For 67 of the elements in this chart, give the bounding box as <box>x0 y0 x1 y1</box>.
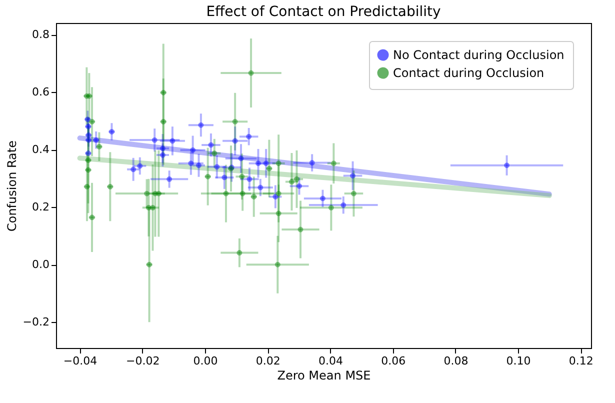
point <box>309 160 315 166</box>
point <box>208 142 214 148</box>
point <box>255 160 261 166</box>
x-tick-label: 0.08 <box>444 354 468 368</box>
point <box>170 138 176 144</box>
point <box>196 162 202 168</box>
x-tick-label: 0.02 <box>256 354 280 368</box>
y-axis-title: Confusion Rate <box>4 140 19 232</box>
x-tick-label: 0.00 <box>193 354 218 368</box>
x-tick-label: 0.10 <box>506 354 531 368</box>
point <box>240 190 246 196</box>
point <box>246 176 252 182</box>
x-tick-label: 0.04 <box>318 354 343 368</box>
point <box>246 134 252 140</box>
point <box>198 122 204 128</box>
point <box>152 137 158 143</box>
point <box>263 160 269 166</box>
point <box>328 204 334 210</box>
point <box>188 160 194 166</box>
point <box>258 184 264 190</box>
point <box>144 190 150 196</box>
point <box>298 226 304 232</box>
point <box>160 146 166 152</box>
point <box>294 176 300 182</box>
point <box>160 152 166 158</box>
point <box>276 190 282 196</box>
point <box>223 190 229 196</box>
x-tick-label: 0.06 <box>381 354 406 368</box>
x-tick-label: −0.04 <box>63 354 98 368</box>
point <box>214 164 220 170</box>
point <box>236 250 242 256</box>
point <box>190 147 196 153</box>
point <box>238 156 244 162</box>
point <box>130 166 136 172</box>
point <box>350 172 356 178</box>
y-tick-label: 0.2 <box>32 200 50 214</box>
point <box>288 179 294 184</box>
point <box>276 210 282 216</box>
point <box>504 162 510 168</box>
point <box>166 176 172 182</box>
point <box>340 202 346 208</box>
legend-label: No Contact during Occlusion <box>393 48 564 62</box>
legend-label: Contact during Occlusion <box>393 66 544 80</box>
point <box>137 163 143 169</box>
y-tick-label: 0.8 <box>32 28 50 42</box>
point <box>248 70 254 76</box>
point <box>212 150 218 156</box>
point <box>276 160 282 166</box>
y-tick-label: −0.2 <box>22 316 50 329</box>
point <box>350 190 356 196</box>
y-tick-label: 0.4 <box>32 143 50 156</box>
point <box>150 204 156 210</box>
point <box>330 160 336 166</box>
point <box>239 174 245 180</box>
point <box>320 196 326 202</box>
x-axis-title: Zero Mean MSE <box>277 368 371 382</box>
point <box>232 118 238 124</box>
point <box>156 190 162 196</box>
point <box>274 262 280 268</box>
point <box>232 138 238 144</box>
point <box>222 174 228 180</box>
y-tick-label: 0.0 <box>32 258 50 272</box>
chart-title: Effect of Contact on Predictability <box>206 4 441 20</box>
y-tick-label: 0.6 <box>32 86 50 99</box>
x-tick-label: −0.02 <box>126 354 160 368</box>
x-tick-label: 0.12 <box>568 354 594 368</box>
point <box>296 183 302 189</box>
